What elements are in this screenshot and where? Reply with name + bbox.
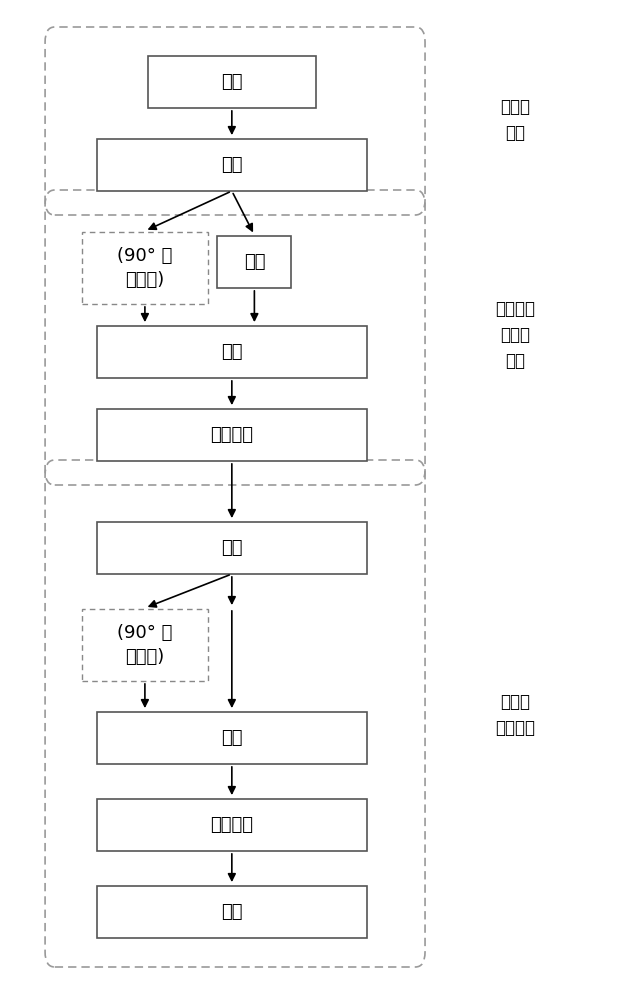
Text: 合波: 合波 bbox=[221, 343, 243, 361]
Text: (90° 偏
振旋转): (90° 偏 振旋转) bbox=[117, 624, 173, 666]
Text: 混频: 混频 bbox=[221, 729, 243, 747]
FancyBboxPatch shape bbox=[97, 522, 367, 574]
Text: 分波: 分波 bbox=[221, 539, 243, 557]
Text: 信号光、
相干光
产生: 信号光、 相干光 产生 bbox=[495, 300, 535, 370]
Text: (90° 偏
振旋转): (90° 偏 振旋转) bbox=[117, 247, 173, 289]
FancyBboxPatch shape bbox=[97, 139, 367, 191]
FancyBboxPatch shape bbox=[218, 236, 291, 288]
Text: 分波: 分波 bbox=[221, 156, 243, 174]
Text: 光载波
提取: 光载波 提取 bbox=[500, 98, 530, 142]
FancyBboxPatch shape bbox=[97, 409, 367, 461]
FancyBboxPatch shape bbox=[97, 712, 367, 764]
FancyBboxPatch shape bbox=[97, 799, 367, 851]
FancyBboxPatch shape bbox=[97, 886, 367, 938]
FancyBboxPatch shape bbox=[97, 326, 367, 378]
Text: 调制: 调制 bbox=[243, 253, 265, 271]
FancyBboxPatch shape bbox=[82, 609, 207, 681]
Text: 光电转换: 光电转换 bbox=[211, 816, 253, 834]
FancyBboxPatch shape bbox=[148, 56, 316, 108]
Text: 光纤传输: 光纤传输 bbox=[211, 426, 253, 444]
Text: 光源: 光源 bbox=[221, 73, 243, 91]
FancyBboxPatch shape bbox=[82, 232, 207, 304]
Text: 解调: 解调 bbox=[221, 903, 243, 921]
Text: 信号的
接收检测: 信号的 接收检测 bbox=[495, 693, 535, 737]
